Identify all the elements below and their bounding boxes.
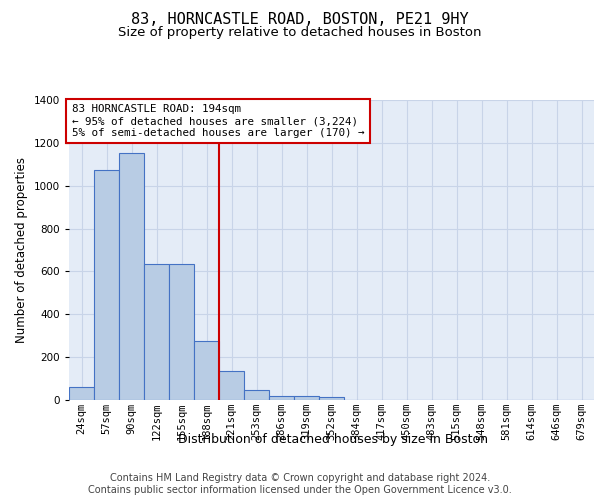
Bar	[194, 341, 219, 400]
Text: Contains HM Land Registry data © Crown copyright and database right 2024.
Contai: Contains HM Land Registry data © Crown c…	[88, 474, 512, 495]
Bar	[119, 152, 144, 400]
Bar	[144, 264, 169, 400]
Bar	[69, 387, 94, 400]
Bar	[269, 396, 294, 400]
Bar	[169, 264, 194, 400]
Text: Distribution of detached houses by size in Boston: Distribution of detached houses by size …	[178, 432, 488, 446]
Text: 83, HORNCASTLE ROAD, BOSTON, PE21 9HY: 83, HORNCASTLE ROAD, BOSTON, PE21 9HY	[131, 12, 469, 28]
Bar	[319, 397, 344, 400]
Bar	[294, 396, 319, 400]
Text: 83 HORNCASTLE ROAD: 194sqm
← 95% of detached houses are smaller (3,224)
5% of se: 83 HORNCASTLE ROAD: 194sqm ← 95% of deta…	[71, 104, 364, 138]
Bar	[244, 390, 269, 400]
Bar	[219, 371, 244, 400]
Y-axis label: Number of detached properties: Number of detached properties	[15, 157, 28, 343]
Bar	[94, 170, 119, 400]
Text: Size of property relative to detached houses in Boston: Size of property relative to detached ho…	[118, 26, 482, 39]
